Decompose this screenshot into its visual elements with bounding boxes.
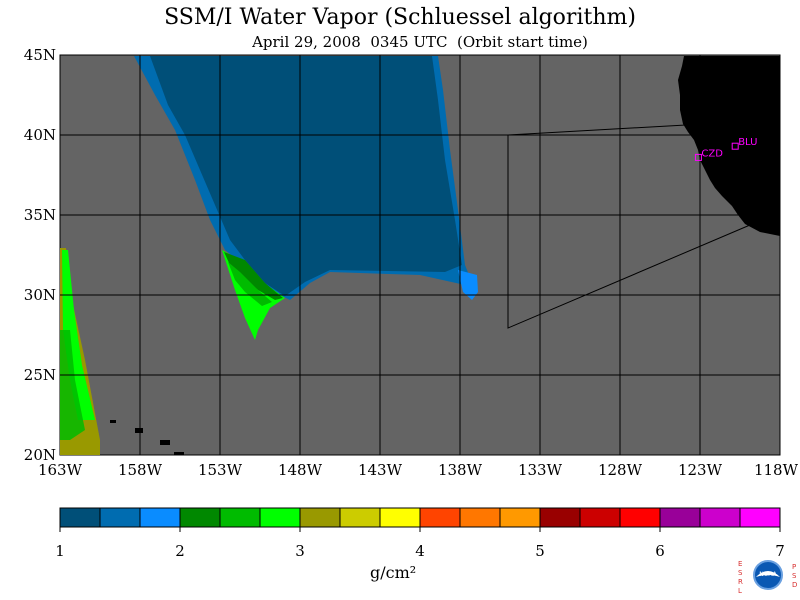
colorbar-tick-label: 4 <box>415 542 425 560</box>
colorbar-tick-label: 1 <box>55 542 65 560</box>
colorbar-ticks: 1 2 3 4 5 6 7 <box>55 527 785 560</box>
lon-label: 158W <box>118 461 163 479</box>
cross-section-line <box>507 124 687 136</box>
colorbar-swatch <box>179 507 221 528</box>
colorbar-swatch <box>379 507 421 528</box>
colorbar-swatch <box>499 507 541 528</box>
page-title: SSM/I Water Vapor (Schluessel algorithm) <box>164 5 636 30</box>
colorbar-swatch <box>139 507 181 528</box>
logo-letter: S <box>738 569 743 577</box>
logo-letter: R <box>738 578 743 586</box>
colorbar-unit: g/cm² <box>370 563 417 582</box>
hawaii-islands <box>110 420 184 455</box>
noaa-logo-bird <box>756 571 780 577</box>
colorbar: 1 2 3 4 5 6 7 <box>55 507 785 560</box>
station-label: CZD <box>701 148 723 159</box>
colorbar-tick-label: 5 <box>535 542 545 560</box>
colorbar-swatches <box>59 507 781 528</box>
land-north-america <box>678 56 780 236</box>
colorbar-tick-label: 2 <box>175 542 185 560</box>
map-gridlines <box>60 55 780 455</box>
station-marker <box>694 153 702 161</box>
station-marker <box>731 142 739 150</box>
noaa-logo-text: NOAA <box>759 571 777 578</box>
colorbar-swatch <box>59 507 101 528</box>
colorbar-swatch <box>299 507 341 528</box>
colorbar-swatch <box>419 507 461 528</box>
logo-right-letters: PSD <box>792 563 797 589</box>
colorbar-swatch <box>339 507 381 528</box>
lat-label: 20N <box>24 446 56 464</box>
lon-label: 163W <box>38 461 83 479</box>
logo-letter: L <box>738 587 742 595</box>
lon-label: 118W <box>754 461 799 479</box>
colorbar-swatch <box>259 507 301 528</box>
colorbar-swatch <box>99 507 141 528</box>
logo-letter: E <box>738 560 742 568</box>
lon-label: 128W <box>598 461 643 479</box>
lat-label: 30N <box>24 286 56 304</box>
latitude-labels: 45N 40N 35N 30N 25N 20N <box>24 46 56 464</box>
swath-dark-blue <box>150 56 462 296</box>
lon-label: 143W <box>358 461 403 479</box>
lat-label: 25N <box>24 366 56 384</box>
colorbar-swatch <box>459 507 501 528</box>
water-vapor-map: CZD BLU 45N 40N 35N 30N 25N 20N 163W 158W 153W 14… <box>24 46 799 479</box>
colorbar-swatch <box>739 507 781 528</box>
colorbar-swatch <box>579 507 621 528</box>
swath-darkgreen-edge <box>224 252 283 300</box>
cross-section-outline <box>507 135 751 329</box>
colorbar-tick-label: 3 <box>295 542 305 560</box>
logo-letter: D <box>792 581 797 589</box>
colorbar-swatch <box>219 507 261 528</box>
colorbar-swatch <box>659 507 701 528</box>
lat-label: 40N <box>24 126 56 144</box>
colorbar-swatch <box>619 507 661 528</box>
longitude-labels: 163W 158W 153W 148W 143W 138W 133W 128W 123W 118W <box>38 461 799 479</box>
lon-label: 153W <box>198 461 243 479</box>
colorbar-swatch <box>699 507 741 528</box>
logo-letter: S <box>792 572 797 580</box>
lon-label: 148W <box>278 461 323 479</box>
lon-label: 138W <box>438 461 483 479</box>
lon-label: 123W <box>678 461 723 479</box>
lon-label: 133W <box>518 461 563 479</box>
swath-west-darkgreen <box>60 330 85 440</box>
lat-label: 35N <box>24 206 56 224</box>
swath-right-tail <box>458 270 478 300</box>
station-label: BLU <box>738 137 757 148</box>
station-markers: CZD BLU <box>694 137 757 161</box>
logo-letter: P <box>792 563 796 571</box>
page-subtitle: April 29, 2008 0345 UTC (Orbit start tim… <box>252 33 588 51</box>
colorbar-tick-label: 6 <box>655 542 665 560</box>
colorbar-swatch <box>539 507 581 528</box>
colorbar-tick-label: 7 <box>775 542 785 560</box>
lat-label: 45N <box>24 46 56 64</box>
